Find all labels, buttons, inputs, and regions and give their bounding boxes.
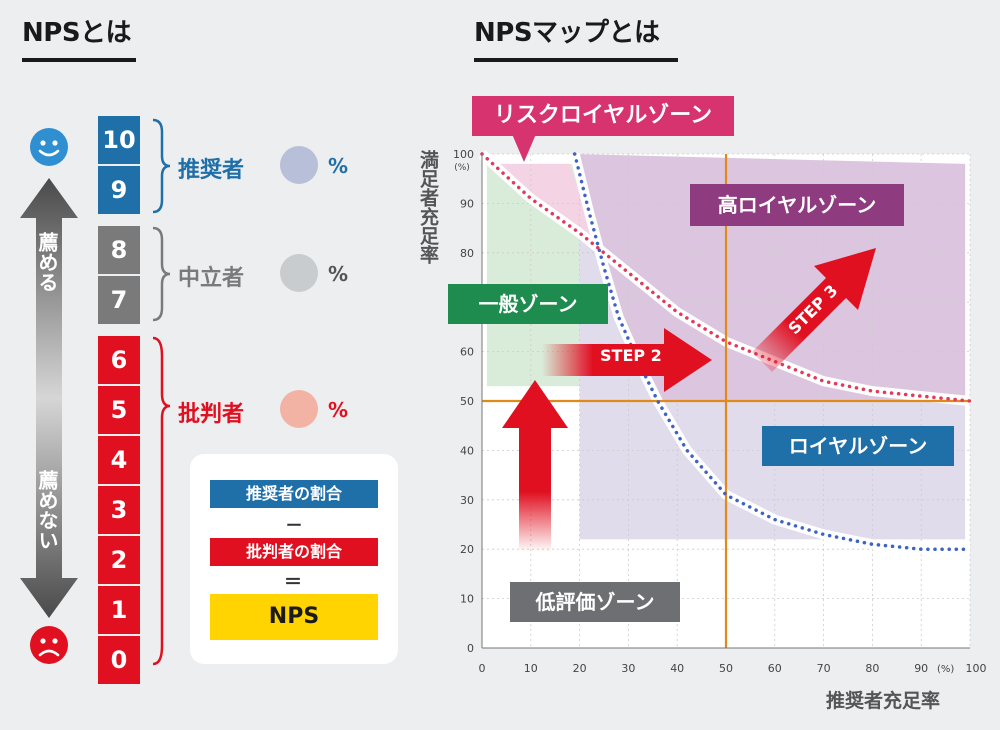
nps-heading-rule — [22, 58, 136, 62]
nps-map-heading-rule — [474, 58, 678, 62]
general-zone-label: 一般ゾーン — [448, 284, 608, 324]
detractor-pct: % — [328, 398, 349, 422]
y-unit-label: (%) — [454, 163, 470, 173]
smiley-face-icon — [30, 128, 68, 166]
x-tick-label: 0 — [479, 662, 486, 675]
y-tick-label: 0 — [467, 642, 474, 655]
arrow-not-recommend-label: 薦めない — [35, 470, 59, 550]
score-3: 3 — [98, 486, 140, 534]
score-7: 7 — [98, 276, 140, 324]
x-tick-label: 90 — [914, 662, 928, 675]
detractor-label: 批判者 — [178, 402, 245, 427]
equals-sign: ＝ — [284, 572, 302, 593]
x-tick-label: 40 — [670, 662, 684, 675]
passive-brace — [152, 226, 171, 322]
detractor-pct-circle — [280, 390, 318, 428]
arrow-recommend-label: 薦める — [35, 232, 59, 292]
risk-zone-pointer — [512, 134, 536, 162]
passive-label: 中立者 — [178, 266, 245, 291]
promoter-ratio-bar: 推奨者の割合 — [210, 480, 378, 508]
x-axis-label: 推奨者充足率 — [826, 690, 941, 712]
score-9: 9 — [98, 166, 140, 214]
x-tick-label: 20 — [573, 662, 587, 675]
step3-arrow — [752, 248, 876, 372]
x-tick-label: 10 — [524, 662, 538, 675]
y-tick-label: 30 — [460, 494, 474, 507]
x-tick-label: 50 — [719, 662, 733, 675]
y-tick-label: 40 — [460, 444, 474, 457]
promoter-label: 推奨者 — [178, 158, 245, 183]
sad-face-icon — [30, 626, 68, 664]
y-tick-label: 60 — [460, 346, 474, 359]
y-axis-label: 満足者充足率 — [417, 150, 439, 264]
step2-arrow — [542, 328, 712, 392]
promoter-brace — [152, 118, 171, 214]
nps-heading: NPSとは — [22, 18, 132, 48]
score-1: 1 — [98, 586, 140, 634]
x-tick-label: 80 — [865, 662, 879, 675]
low-rating-zone-label: 低評価ゾーン — [510, 582, 680, 622]
y-tick-label: 20 — [460, 543, 474, 556]
x-unit-label: (%) — [937, 664, 954, 675]
promoter-pct: % — [328, 154, 349, 178]
high-loyal-zone-label: 高ロイヤルゾーン — [690, 184, 904, 226]
promoter-dotted-curve — [480, 152, 972, 403]
nps-map-heading: NPSマップとは — [474, 18, 660, 48]
score-column: 10 9 8 7 6 5 4 3 2 1 0 — [98, 116, 140, 684]
x-tick-label: 100 — [966, 662, 987, 675]
y-tick-label: 100 — [453, 148, 474, 161]
step2-label: STEP 2 — [600, 346, 662, 365]
nps-result-bar: NPS — [210, 594, 378, 640]
score-0: 0 — [98, 636, 140, 684]
detractor-brace — [152, 336, 171, 666]
step1-label: STEP 1 — [504, 438, 523, 500]
score-2: 2 — [98, 536, 140, 584]
detractor-ratio-bar: 批判者の割合 — [210, 538, 378, 566]
promoter-pct-circle — [280, 146, 318, 184]
score-4: 4 — [98, 436, 140, 484]
y-tick-label: 10 — [460, 593, 474, 606]
score-10: 10 — [98, 116, 140, 164]
y-tick-label: 80 — [460, 247, 474, 260]
score-5: 5 — [98, 386, 140, 434]
y-tick-label: 90 — [460, 197, 474, 210]
satisfaction-dotted-curve — [572, 152, 972, 551]
loyal-zone-label: ロイヤルゾーン — [762, 426, 954, 466]
recommend-scale-arrow — [20, 178, 78, 618]
x-tick-label: 60 — [768, 662, 782, 675]
passive-pct: % — [328, 262, 349, 286]
passive-pct-circle — [280, 254, 318, 292]
y-tick-label: 50 — [460, 395, 474, 408]
x-tick-label: 70 — [817, 662, 831, 675]
risk-loyal-zone-label: リスクロイヤルゾーン — [472, 96, 734, 136]
minus-sign: ー — [286, 516, 303, 535]
nps-formula-box: 推奨者の割合 ー 批判者の割合 ＝ NPS — [190, 454, 398, 664]
score-6: 6 — [98, 336, 140, 384]
x-tick-label: 30 — [621, 662, 635, 675]
step1-arrow — [502, 380, 568, 552]
score-8: 8 — [98, 226, 140, 274]
